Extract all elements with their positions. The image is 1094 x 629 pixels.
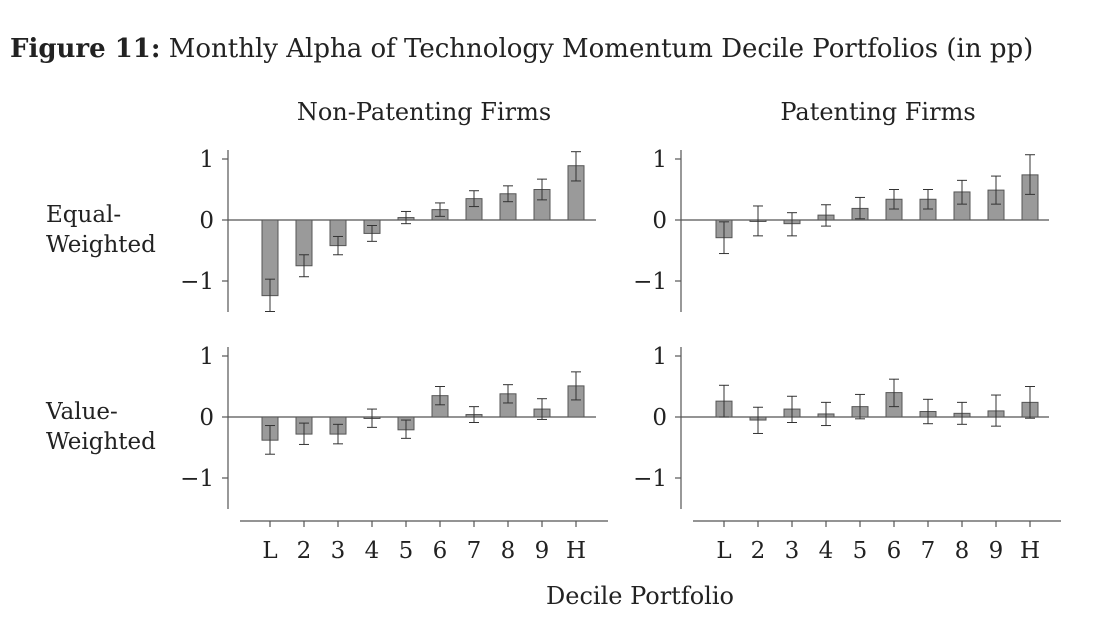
x-tick-label: L (716, 538, 731, 564)
y-tick-label: 0 (652, 405, 667, 431)
y-tick-label: −1 (180, 466, 214, 492)
x-tick-label: 6 (433, 538, 448, 564)
figure-title-number: Figure 11: (10, 34, 161, 64)
y-tick-label: 1 (652, 147, 667, 173)
row-label-line: Equal- (46, 202, 122, 228)
y-tick-label: 0 (652, 208, 667, 234)
figure-title: Figure 11: Monthly Alpha of Technology M… (10, 34, 1033, 64)
y-tick-label: 1 (199, 344, 214, 370)
x-tick-label: 8 (955, 538, 970, 564)
y-tick-label: 1 (199, 147, 214, 173)
row-label-value-weighted: Value- Weighted (46, 397, 156, 457)
y-tick-label: 1 (652, 344, 667, 370)
x-tick-label: 7 (921, 538, 936, 564)
x-tick-label: 5 (853, 538, 868, 564)
x-tick-label: 3 (331, 538, 346, 564)
x-tick-label: 2 (297, 538, 312, 564)
x-tick-label: 9 (989, 538, 1004, 564)
row-label-equal-weighted: Equal- Weighted (46, 200, 156, 260)
column-title-patenting: Patenting Firms (780, 98, 976, 126)
row-label-line: Weighted (46, 232, 156, 258)
x-tick-label: H (566, 538, 586, 564)
column-title-non-patenting: Non-Patenting Firms (296, 98, 552, 126)
x-tick-label: 5 (399, 538, 414, 564)
x-tick-label: 4 (365, 538, 380, 564)
x-tick-label: 9 (535, 538, 550, 564)
x-tick-label: 2 (751, 538, 766, 564)
figure-title-text: Monthly Alpha of Technology Momentum Dec… (168, 34, 1034, 64)
row-label-line: Value- (46, 399, 118, 425)
x-tick-label: 6 (887, 538, 902, 564)
x-tick-label: 4 (819, 538, 834, 564)
y-tick-label: −1 (633, 466, 667, 492)
x-tick-label: 7 (467, 538, 482, 564)
y-tick-label: −1 (180, 269, 214, 295)
x-tick-label: L (262, 538, 277, 564)
y-tick-label: 0 (199, 208, 214, 234)
x-tick-label: 8 (501, 538, 516, 564)
y-tick-label: 0 (199, 405, 214, 431)
x-axis-title: Decile Portfolio (546, 582, 734, 610)
x-tick-label: 3 (785, 538, 800, 564)
y-tick-label: −1 (633, 269, 667, 295)
x-tick-label: H (1020, 538, 1040, 564)
row-label-line: Weighted (46, 429, 156, 455)
